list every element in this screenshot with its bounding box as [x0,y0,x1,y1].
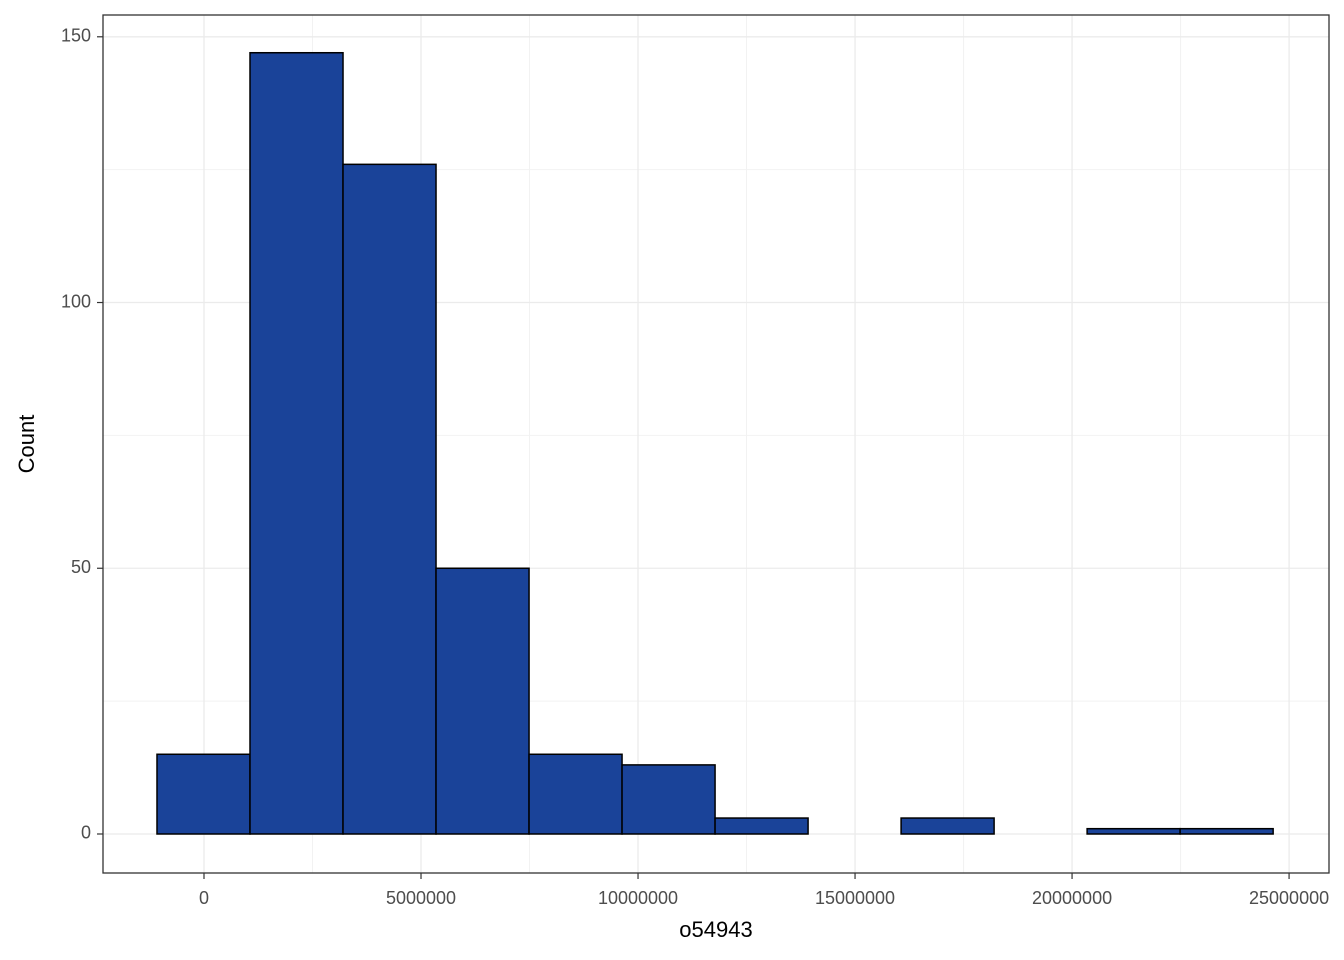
panel-border [102,14,1330,874]
bar [1179,827,1274,835]
bar [342,163,437,835]
x-axis-title: o54943 [679,917,752,942]
x-tick-label: 20000000 [1032,888,1112,908]
y-tick-label: 50 [71,557,91,577]
x-tick-label: 25000000 [1249,888,1329,908]
x-tick-label: 5000000 [386,888,456,908]
bar [1086,827,1181,835]
bar [621,764,716,835]
bar [900,817,995,835]
bar [528,753,623,835]
x-tick-label: 0 [199,888,209,908]
bar [714,817,809,835]
y-tick-label: 100 [61,291,91,311]
y-tick-label: 150 [61,26,91,46]
bar [435,567,530,835]
x-tick-label: 10000000 [598,888,678,908]
y-axis-title: Count [14,415,39,474]
x-tick-label: 15000000 [815,888,895,908]
bar [156,753,251,835]
bar [249,51,344,835]
y-tick-label: 0 [81,823,91,843]
